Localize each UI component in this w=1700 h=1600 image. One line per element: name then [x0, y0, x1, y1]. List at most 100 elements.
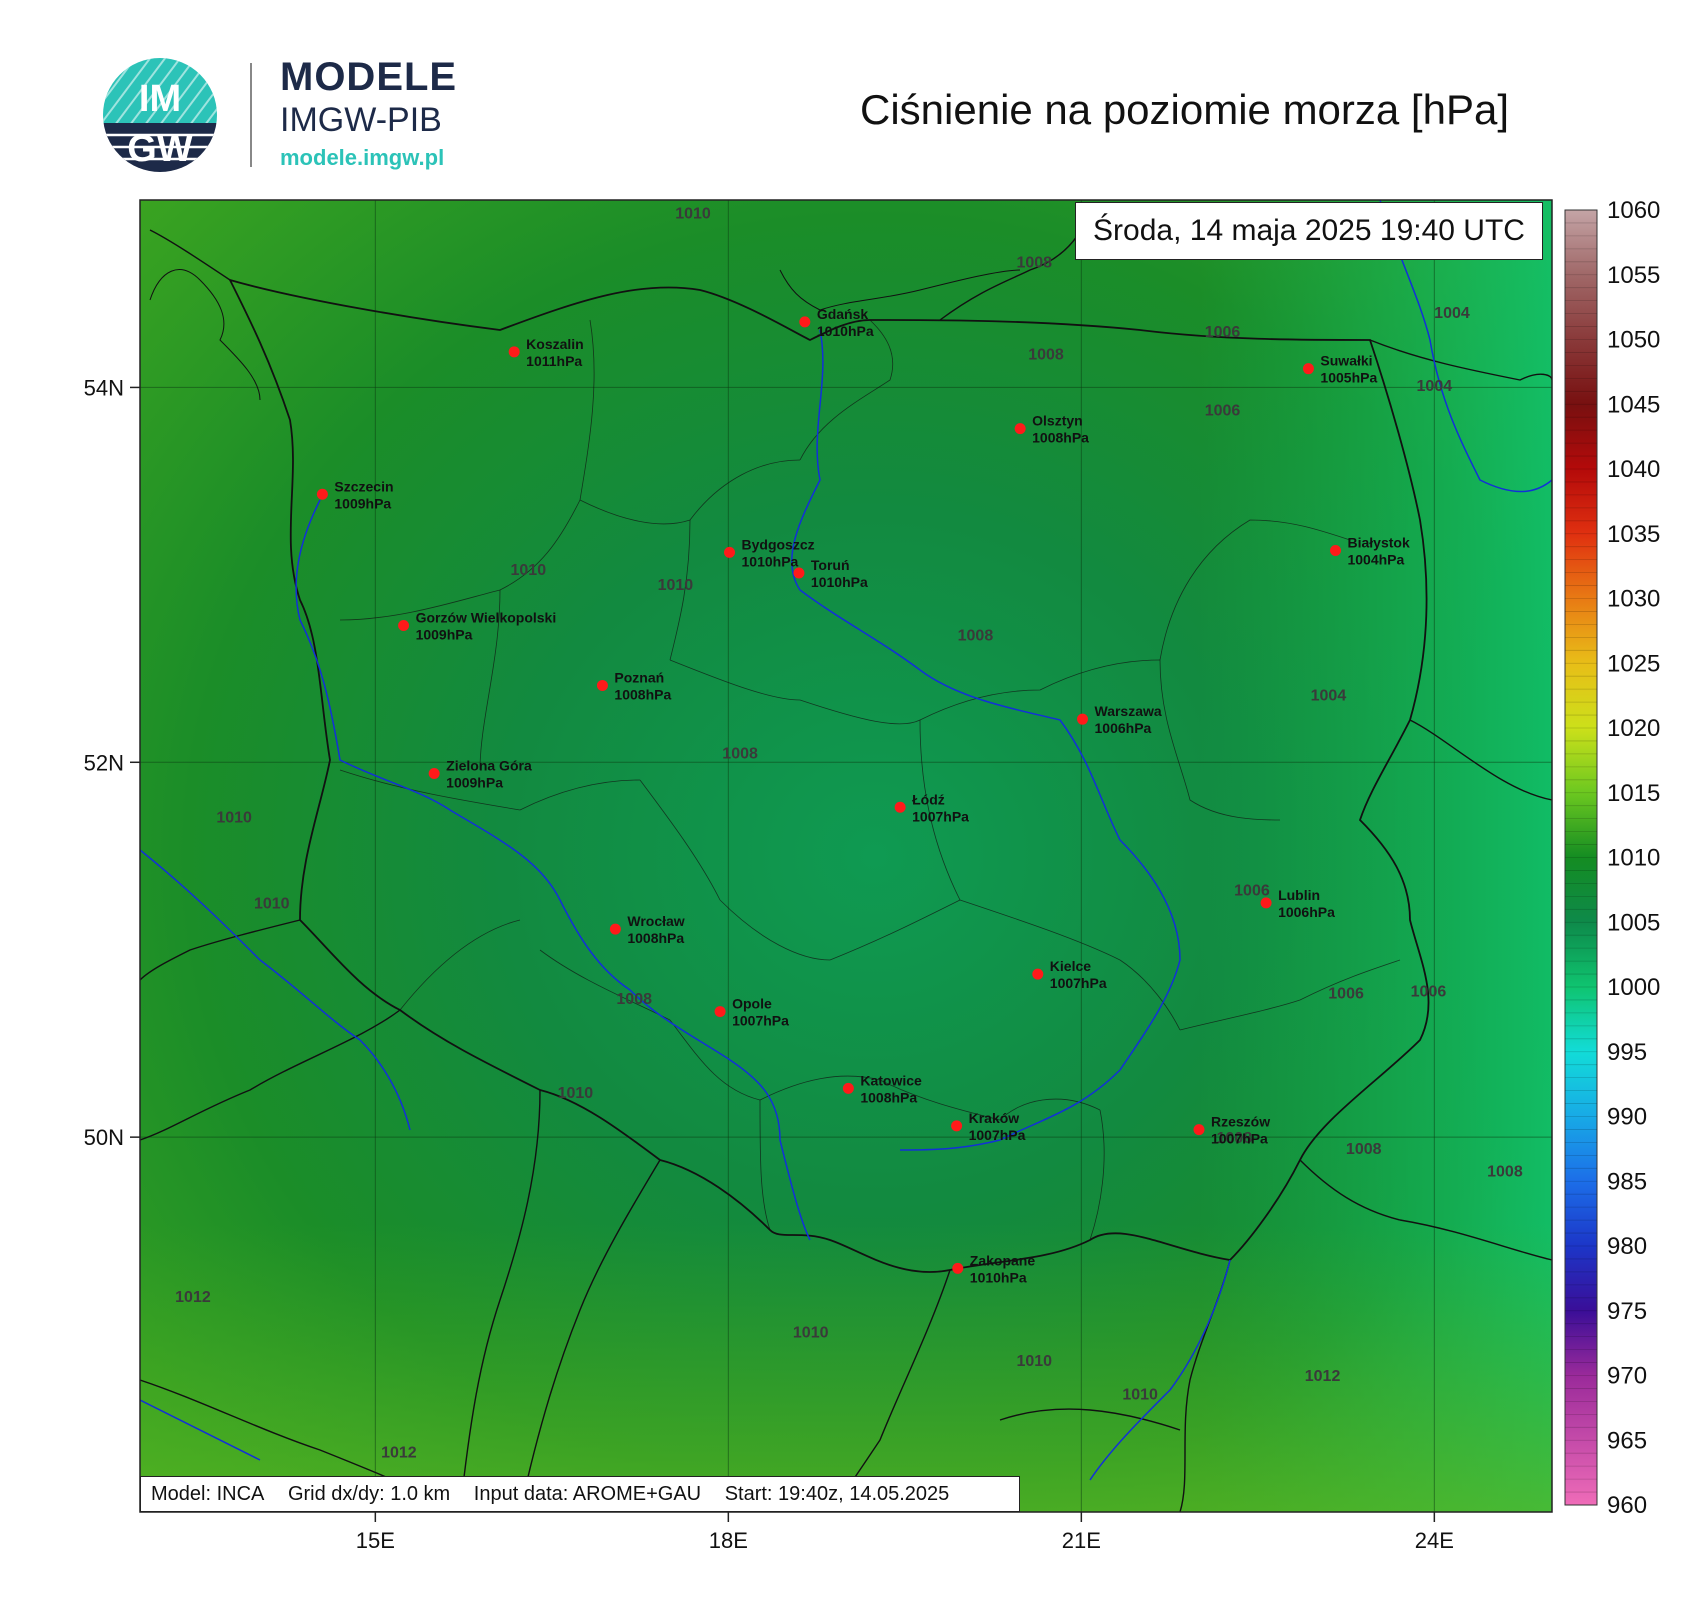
- city-name: Kraków: [969, 1110, 1020, 1126]
- city-dot[interactable]: [428, 768, 440, 780]
- city-name: Opole: [732, 996, 772, 1012]
- city-dot[interactable]: [1077, 713, 1089, 725]
- city-name: Zakopane: [970, 1252, 1036, 1268]
- isobar-labels: 1010 1008 1008 1006 1004 1004 1006 1010 1010 1008…: [175, 206, 1523, 1462]
- city-dot[interactable]: [508, 346, 520, 358]
- logo-url[interactable]: modele.imgw.pl: [280, 145, 445, 170]
- city-dot[interactable]: [1032, 968, 1044, 980]
- rivers: [140, 200, 1552, 1481]
- colorbar-label: 970: [1607, 1363, 1647, 1390]
- isobar-label: 1006: [1411, 984, 1447, 1001]
- coastline: [149, 269, 1021, 401]
- colorbar-label: 1055: [1607, 262, 1660, 289]
- city-dot[interactable]: [951, 1120, 963, 1132]
- colorbar-label: 975: [1607, 1298, 1647, 1325]
- city-dot[interactable]: [793, 567, 805, 579]
- city-name: Bydgoszcz: [742, 536, 815, 552]
- isobar-label: 1004: [1417, 378, 1453, 395]
- city-dot[interactable]: [1329, 544, 1341, 556]
- city-pressure: 1007hPa: [732, 1013, 789, 1029]
- city-pressure: 1007hPa: [1211, 1131, 1268, 1147]
- isobar-label: 1008: [1016, 254, 1052, 271]
- colorbar-label: 960: [1607, 1492, 1647, 1519]
- isobar-label: 1010: [216, 809, 252, 826]
- city-dot[interactable]: [398, 619, 410, 631]
- city-dot[interactable]: [724, 546, 736, 558]
- city-dot[interactable]: [1302, 363, 1314, 375]
- isobar-label: 1008: [722, 746, 758, 763]
- city-pressure: 1007hPa: [969, 1127, 1026, 1143]
- isobar-label: 1006: [1205, 324, 1241, 341]
- colorbar-label: 1050: [1607, 327, 1660, 354]
- city-name: Katowice: [860, 1072, 922, 1088]
- isobar-label: 1008: [1487, 1164, 1523, 1181]
- city-pressure: 1008hPa: [1032, 430, 1089, 446]
- city-name: Białystok: [1347, 534, 1409, 550]
- city-pressure: 1009hPa: [334, 495, 391, 511]
- colorbar-label: 980: [1607, 1233, 1647, 1260]
- colorbar-label: 1045: [1607, 391, 1660, 418]
- city-dot[interactable]: [1260, 897, 1272, 909]
- colorbar-label: 985: [1607, 1168, 1647, 1195]
- city-dot[interactable]: [952, 1262, 964, 1274]
- city-pressure: 1010hPa: [742, 553, 799, 569]
- isobar-label: 1008: [1346, 1141, 1382, 1158]
- isobar-label: 1012: [381, 1445, 417, 1462]
- lon-tick-label: 18E: [709, 1528, 748, 1553]
- city-name: Warszawa: [1095, 703, 1162, 719]
- city-dot[interactable]: [1014, 423, 1026, 435]
- city-name: Kielce: [1050, 958, 1091, 974]
- colorbar-label: 1035: [1607, 521, 1660, 548]
- isobar-label: 1010: [511, 562, 547, 579]
- colorbar-label: 1000: [1607, 974, 1660, 1001]
- city-dot[interactable]: [316, 488, 328, 500]
- city-dot[interactable]: [596, 679, 608, 691]
- city-dot[interactable]: [842, 1082, 854, 1094]
- city-pressure: 1006hPa: [1278, 904, 1335, 920]
- city-dot[interactable]: [1193, 1124, 1205, 1136]
- city-name: Lublin: [1278, 887, 1320, 903]
- isobar-label: 1010: [558, 1085, 594, 1102]
- city-dot[interactable]: [714, 1006, 726, 1018]
- city-dot[interactable]: [894, 801, 906, 813]
- city-name: Olsztyn: [1032, 413, 1083, 429]
- city-dot[interactable]: [609, 923, 621, 935]
- lon-tick-label: 15E: [356, 1528, 395, 1553]
- isobar-label: 1010: [1016, 1353, 1052, 1370]
- city-dot[interactable]: [799, 316, 811, 328]
- city-pressure: 1008hPa: [614, 686, 671, 702]
- colorbar-label: 1015: [1607, 780, 1660, 807]
- imgw-logo: IM GW MODELE IMGW-PIB modele.imgw.pl: [100, 55, 500, 175]
- axis-ticks: 15E 18E 21E 24E 54N 52N 50N: [84, 375, 1454, 1553]
- city-pressure: 1010hPa: [817, 323, 874, 339]
- colorbar-label: 1020: [1607, 715, 1660, 742]
- colorbar-scale: [1564, 209, 1598, 1506]
- isobar-label: 1010: [658, 577, 694, 594]
- isobar-label: 1008: [616, 991, 652, 1008]
- colorbar: 1060 1055 1050 1045 1040 1035 1030 1025 1020 1015…: [1564, 197, 1660, 1519]
- logo-monogram-top: IM: [139, 78, 181, 120]
- grid-resolution: Grid dx/dy: 1.0 km: [287, 1483, 451, 1505]
- logo-monogram-bottom: GW: [127, 128, 193, 170]
